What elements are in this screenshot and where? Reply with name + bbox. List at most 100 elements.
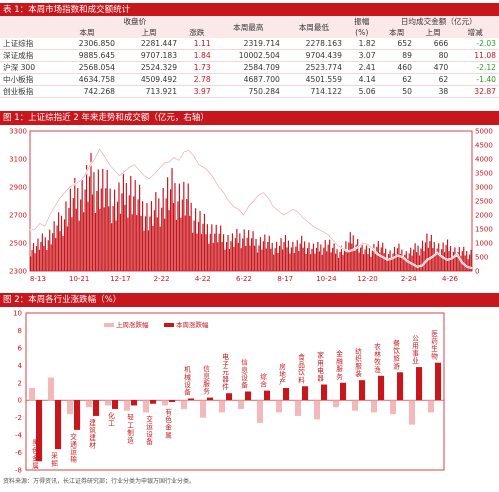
- volume-bar: [416, 252, 418, 271]
- volume-bar: [367, 254, 369, 271]
- y-right-tick-label: 4500: [475, 142, 493, 150]
- y-tick-label: 0: [18, 397, 22, 405]
- y-right-tick-label: 1000: [475, 240, 493, 248]
- group-header-close: 收盘价: [55, 16, 214, 27]
- market-stats-table: 收盘价 本周最高 本周最低 振幅 日均成交金额（亿元） 本周 上周 涨跌 (%)…: [0, 16, 499, 98]
- y-left-tick-label: 2700: [9, 212, 27, 220]
- volume-bar: [106, 169, 108, 271]
- volume-bar: [72, 198, 74, 271]
- cell-vol-last: 80: [414, 49, 452, 62]
- volume-bar: [390, 258, 393, 271]
- cell-close-last: 4509.492: [118, 73, 181, 86]
- y-left-tick-label: 3300: [9, 128, 27, 136]
- volume-bar: [383, 253, 385, 271]
- volume-bar: [271, 242, 273, 271]
- volume-bar: [35, 246, 38, 271]
- cell-vol-last: 62: [414, 73, 452, 86]
- volume-bar: [167, 177, 169, 271]
- cell-name: 中小板指: [0, 73, 56, 86]
- volume-bar: [377, 241, 379, 271]
- legend-swatch-this: [164, 323, 174, 327]
- volume-bar: [324, 240, 326, 271]
- x-tick-label: 4-22: [195, 275, 211, 283]
- bar-this-week: [36, 400, 43, 462]
- bar-last-week: [294, 400, 301, 416]
- volume-bar: [441, 249, 443, 271]
- volume-bar: [452, 251, 455, 271]
- volume-bar: [389, 250, 391, 271]
- volume-bar: [345, 241, 347, 271]
- legend-label-this: 本周涨跌幅: [176, 320, 209, 329]
- volume-bar: [395, 254, 397, 271]
- volume-bar: [432, 248, 434, 271]
- table-row: 深证成指 9885.645 9707.183 1.84 10002.504 9704.43…: [0, 49, 499, 62]
- volume-bar: [209, 233, 211, 271]
- table-row: 沪深 300 2568.054 2524.329 1.73 2584.709 2523.7…: [0, 61, 499, 74]
- y-right-tick-label: 3500: [475, 170, 493, 178]
- bar-last-week: [47, 377, 54, 401]
- bar-this-week: [93, 400, 100, 416]
- volume-bar: [417, 245, 419, 271]
- bar-last-week: [275, 400, 282, 413]
- cell-vol-diff: 11.08: [451, 49, 499, 62]
- volume-bar: [236, 228, 238, 271]
- volume-bar: [274, 248, 276, 271]
- volume-bar: [75, 208, 77, 271]
- volume-bar: [268, 235, 270, 271]
- cell-vol-this: 652: [378, 38, 415, 50]
- volume-bar: [256, 252, 259, 271]
- y-right-tick-label: 500: [475, 254, 488, 262]
- volume-bar: [426, 233, 428, 271]
- volume-bar: [454, 247, 456, 271]
- volume-bar: [202, 223, 204, 271]
- plot-frame: [25, 312, 445, 471]
- volume-bar: [448, 251, 450, 271]
- volume-bar: [289, 253, 291, 271]
- col-vol-diff: 增减: [451, 27, 499, 38]
- volume-bar: [402, 258, 404, 271]
- volume-bar: [305, 254, 307, 271]
- volume-bar: [243, 229, 245, 271]
- volume-bar: [464, 255, 466, 271]
- volume-bar: [237, 242, 239, 271]
- volume-bar: [66, 226, 69, 271]
- category-label: 餐饮旅游: [393, 339, 400, 371]
- volume-bar: [436, 248, 438, 271]
- volume-bar: [214, 233, 216, 271]
- cell-high: 4687.700: [213, 73, 283, 86]
- volume-bar: [354, 250, 356, 271]
- volume-bar: [293, 253, 295, 271]
- volume-bar: [68, 208, 70, 271]
- volume-bar: [267, 241, 269, 271]
- category-label: 公用事业: [412, 334, 419, 365]
- volume-bar: [52, 233, 54, 271]
- cell-vol-this: 50: [378, 85, 415, 98]
- volume-bar: [455, 257, 457, 271]
- cell-close-this: 2306.850: [55, 38, 119, 50]
- volume-bar: [386, 258, 388, 271]
- volume-bar: [59, 231, 61, 271]
- volume-bar: [342, 254, 344, 271]
- col-vol-this: 本周: [378, 27, 415, 38]
- volume-bar: [308, 242, 310, 271]
- volume-bar: [379, 252, 381, 271]
- volume-bar: [97, 169, 99, 271]
- bar-this-week: [359, 380, 366, 401]
- volume-bar: [187, 183, 189, 271]
- volume-bar: [113, 189, 116, 271]
- category-label: 房地产: [279, 362, 286, 386]
- category-label: 信息设备: [241, 358, 248, 390]
- x-tick-label: 2-24: [401, 275, 417, 283]
- col-close-this: 本周: [55, 27, 119, 38]
- volume-bar: [340, 245, 343, 271]
- x-tick-label: 10-21: [69, 275, 89, 283]
- volume-bar: [137, 199, 139, 271]
- volume-bar: [74, 177, 76, 271]
- volume-bar: [424, 242, 427, 271]
- group-header-amp: 振幅: [344, 16, 379, 27]
- volume-bar: [199, 210, 201, 271]
- volume-bar: [361, 243, 363, 271]
- volume-bar: [186, 199, 188, 271]
- volume-bar: [364, 249, 366, 271]
